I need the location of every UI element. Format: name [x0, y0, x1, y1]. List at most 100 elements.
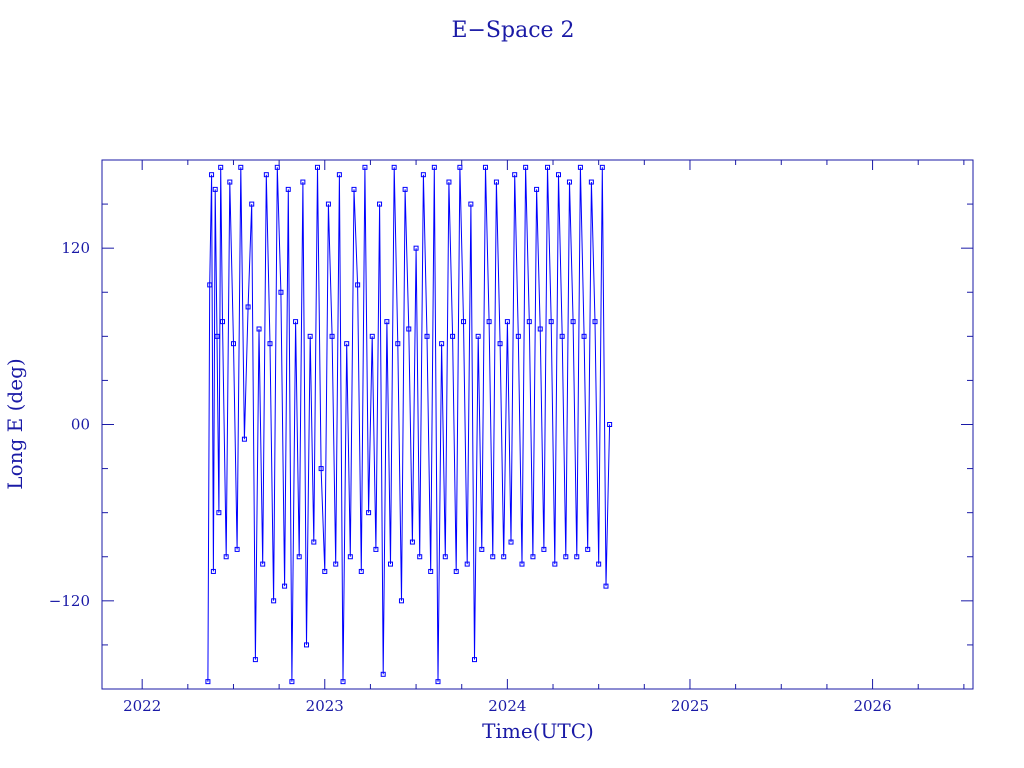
- data-point: [526, 319, 532, 325]
- data-point: [347, 554, 353, 560]
- data-point: [307, 333, 313, 339]
- data-point: [446, 179, 452, 185]
- data-point: [475, 333, 481, 339]
- data-point: [457, 164, 463, 170]
- data-point: [424, 333, 430, 339]
- data-point: [209, 172, 215, 178]
- data-point: [519, 561, 525, 567]
- y-tick-label: 00: [71, 416, 90, 434]
- data-point: [340, 679, 346, 685]
- data-point: [552, 561, 558, 567]
- data-point: [406, 326, 412, 332]
- data-point: [344, 341, 350, 347]
- data-point: [559, 333, 565, 339]
- data-point: [461, 319, 467, 325]
- data-point: [380, 671, 386, 677]
- data-point: [501, 554, 507, 560]
- data-point: [450, 333, 456, 339]
- data-point: [472, 657, 478, 663]
- data-point: [420, 172, 426, 178]
- data-point: [210, 568, 216, 574]
- data-point: [588, 179, 594, 185]
- x-tick-label: 2023: [306, 697, 344, 715]
- plot-area: [205, 164, 613, 685]
- data-point: [497, 341, 503, 347]
- data-point: [464, 561, 470, 567]
- x-axis-label: Time(UTC): [482, 719, 594, 743]
- data-point: [490, 554, 496, 560]
- data-point: [577, 164, 583, 170]
- data-point: [541, 546, 547, 552]
- data-point: [366, 510, 372, 516]
- data-point: [336, 172, 342, 178]
- data-point: [596, 561, 602, 567]
- data-point: [267, 341, 273, 347]
- data-point: [230, 341, 236, 347]
- data-point: [207, 282, 213, 288]
- data-point: [563, 554, 569, 560]
- data-point: [369, 333, 375, 339]
- data-point: [322, 568, 328, 574]
- data-point: [585, 546, 591, 552]
- x-tick-label: 2025: [671, 697, 709, 715]
- data-point: [599, 164, 605, 170]
- data-point: [214, 333, 220, 339]
- data-point: [603, 583, 609, 589]
- data-point: [260, 561, 266, 567]
- data-point: [314, 164, 320, 170]
- data-point: [278, 289, 284, 295]
- data-point: [523, 164, 529, 170]
- data-point: [530, 554, 536, 560]
- data-point: [223, 554, 229, 560]
- data-point: [592, 319, 598, 325]
- data-point: [504, 319, 510, 325]
- data-point: [581, 333, 587, 339]
- chart-title: E−Space 2: [451, 18, 574, 43]
- data-point: [358, 568, 364, 574]
- data-point: [218, 164, 224, 170]
- y-tick-label: 120: [61, 239, 90, 257]
- data-point: [398, 598, 404, 604]
- data-point: [545, 164, 551, 170]
- data-point: [508, 539, 514, 545]
- x-tick-label: 2024: [488, 697, 526, 715]
- y-axis-label: Long E (deg): [3, 358, 27, 489]
- data-point: [220, 319, 226, 325]
- data-point: [548, 319, 554, 325]
- data-point: [402, 186, 408, 192]
- data-point: [285, 186, 291, 192]
- data-point: [325, 201, 331, 207]
- data-point: [333, 561, 339, 567]
- data-point: [493, 179, 499, 185]
- data-point: [252, 657, 258, 663]
- data-point: [409, 539, 415, 545]
- data-point: [263, 172, 269, 178]
- y-axis: −120 00 120: [49, 159, 973, 690]
- data-point: [377, 201, 383, 207]
- data-point: [574, 554, 580, 560]
- data-point: [570, 319, 576, 325]
- data-point: [453, 568, 459, 574]
- data-point: [607, 422, 613, 427]
- data-point: [274, 164, 280, 170]
- x-axis: 2022 2023 2024 2025 2026: [123, 160, 965, 715]
- data-point: [238, 164, 244, 170]
- data-point: [384, 319, 390, 325]
- data-point: [537, 326, 543, 332]
- data-point: [428, 568, 434, 574]
- data-point: [216, 510, 222, 516]
- data-point: [534, 186, 540, 192]
- data-point: [468, 201, 474, 207]
- data-point: [391, 164, 397, 170]
- data-point: [442, 554, 448, 560]
- data-point: [300, 179, 306, 185]
- data-point: [271, 598, 277, 604]
- data-point: [482, 164, 488, 170]
- data-point: [212, 186, 218, 192]
- data-point: [234, 546, 240, 552]
- data-point: [249, 201, 255, 207]
- data-point: [515, 333, 521, 339]
- data-point: [373, 546, 379, 552]
- data-point: [362, 164, 368, 170]
